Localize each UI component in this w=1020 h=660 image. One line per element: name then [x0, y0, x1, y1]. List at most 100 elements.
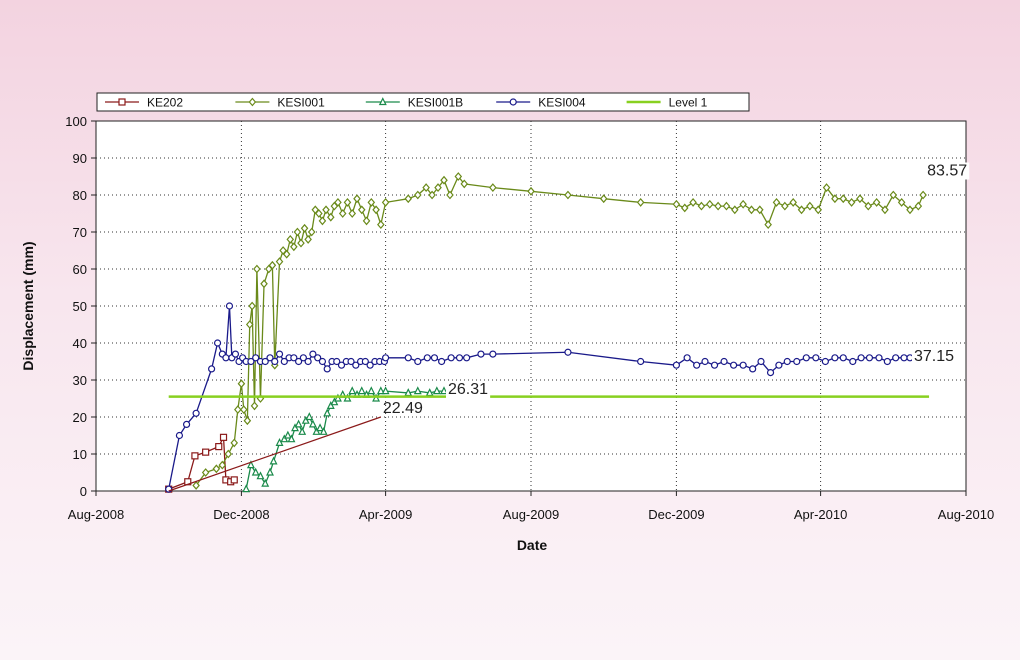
- data-point-kesi004: [739, 361, 747, 369]
- y-tick-label: 70: [73, 225, 87, 240]
- data-point-kesi001: [772, 197, 781, 207]
- data-point-kesi001: [307, 227, 316, 237]
- data-point-kesi004: [213, 339, 222, 347]
- data-point-kesi004: [231, 350, 240, 358]
- data-point-ke202: [191, 452, 199, 460]
- legend-item-kesi001b: KESI001B: [365, 96, 463, 110]
- data-point-kesi004: [247, 357, 255, 366]
- data-point-kesi001: [326, 212, 335, 222]
- y-tick-label: 10: [73, 447, 87, 462]
- data-point-kesi001: [381, 197, 390, 207]
- data-point-kesi001: [367, 197, 376, 207]
- data-point-kesi001b: [312, 426, 321, 435]
- x-tick-label: Apr-2009: [359, 507, 412, 522]
- data-point-kesi004: [839, 354, 847, 362]
- data-point-kesi001: [413, 190, 422, 200]
- data-point-kesi001b: [283, 430, 292, 439]
- data-point-kesi001b: [348, 386, 357, 395]
- legend-marker-kesi001b: [378, 97, 387, 106]
- data-point-kesi001b: [246, 460, 255, 469]
- data-point-kesi001b: [242, 484, 251, 493]
- y-tick-label: 60: [73, 262, 87, 277]
- legend-item-level-1: Level 1: [626, 96, 708, 110]
- data-point-kesi001b: [323, 408, 332, 417]
- data-point-kesi001: [440, 175, 448, 185]
- data-point-kesi001b: [305, 412, 314, 421]
- legend-label-ke202: KE202: [147, 96, 183, 110]
- data-point-kesi001: [889, 190, 898, 200]
- x-tick-label: Aug-2008: [68, 507, 124, 522]
- data-point-kesi001b: [308, 419, 317, 428]
- data-point-kesi004: [783, 357, 791, 366]
- data-point-kesi001: [286, 234, 295, 244]
- data-point-kesi004: [749, 365, 757, 373]
- data-point-kesi001: [268, 260, 277, 270]
- data-point-kesi004: [849, 357, 857, 366]
- data-point-kesi001b: [261, 478, 270, 487]
- data-point-kesi001: [348, 209, 357, 218]
- data-point-kesi004: [252, 354, 260, 362]
- data-point-kesi004: [775, 361, 783, 369]
- data-point-kesi004: [225, 302, 234, 310]
- data-point-kesi004: [347, 357, 355, 366]
- data-point-kesi001: [218, 460, 227, 470]
- data-point-kesi001: [906, 205, 914, 215]
- data-point-kesi001: [864, 201, 873, 211]
- end-label-bg-kesi001: [925, 162, 970, 180]
- data-point-kesi004: [404, 354, 412, 362]
- data-point-kesi001: [847, 197, 856, 207]
- data-point-kesi001b: [316, 423, 325, 432]
- data-point-kesi004: [290, 354, 298, 362]
- end-label-kesi001: 83.57: [927, 163, 967, 180]
- data-point-kesi004: [865, 354, 874, 362]
- data-point-kesi001: [797, 205, 806, 215]
- data-point-kesi004: [693, 361, 701, 369]
- data-point-kesi004: [812, 354, 820, 362]
- data-point-kesi001: [789, 197, 797, 207]
- data-point-kesi004: [314, 354, 322, 362]
- data-point-kesi001b: [376, 386, 385, 395]
- legend-box: [96, 92, 750, 112]
- data-point-kesi001: [831, 194, 839, 204]
- data-point-kesi004: [165, 485, 173, 493]
- data-point-kesi001: [353, 194, 361, 204]
- data-point-kesi001: [680, 203, 689, 213]
- data-point-kesi004: [361, 357, 369, 366]
- data-point-kesi001: [250, 401, 259, 411]
- data-point-kesi001: [245, 320, 254, 329]
- data-point-kesi001b: [275, 438, 284, 446]
- data-point-kesi001b: [287, 434, 296, 443]
- legend-item-kesi001: KESI001: [235, 96, 325, 110]
- data-point-kesi004: [455, 354, 464, 362]
- data-point-kesi001: [919, 190, 927, 200]
- data-point-kesi001b: [280, 434, 289, 443]
- data-point-kesi004: [280, 357, 288, 366]
- data-point-kesi001: [739, 199, 747, 209]
- data-point-kesi001b: [432, 386, 441, 395]
- data-point-kesi001: [318, 216, 327, 226]
- data-point-kesi001: [422, 183, 430, 193]
- data-point-kesi004: [175, 431, 184, 440]
- data-point-kesi004: [831, 354, 839, 362]
- data-point-kesi001b: [413, 386, 422, 395]
- legend-label-level-1: Level 1: [669, 96, 708, 110]
- data-point-kesi001: [428, 190, 436, 200]
- data-point-kesi004: [430, 354, 439, 362]
- data-point-kesi001: [234, 405, 242, 415]
- data-point-kesi004: [309, 350, 317, 358]
- data-point-kesi004: [192, 409, 200, 417]
- legend-label-kesi001: KESI001: [277, 96, 325, 110]
- x-axis-ticks: Aug-2008 Dec-2008 Apr-2009 Aug-2009 Dec-2009…: [68, 491, 994, 522]
- data-point-kesi001: [446, 190, 454, 200]
- data-point-kesi001: [315, 209, 323, 218]
- data-point-kesi001: [372, 205, 380, 215]
- data-point-kesi004: [701, 357, 709, 366]
- data-point-kesi001: [282, 249, 291, 259]
- data-point-kesi004: [883, 357, 891, 366]
- data-point-kesi001: [357, 205, 366, 215]
- data-point-kesi004: [766, 369, 775, 377]
- legend: KE202 KESI001 KESI001B KESI004 Level 1: [96, 92, 750, 112]
- data-point-kesi004: [463, 354, 471, 362]
- y-tick-label: 20: [73, 410, 87, 425]
- series-layer: [165, 172, 930, 493]
